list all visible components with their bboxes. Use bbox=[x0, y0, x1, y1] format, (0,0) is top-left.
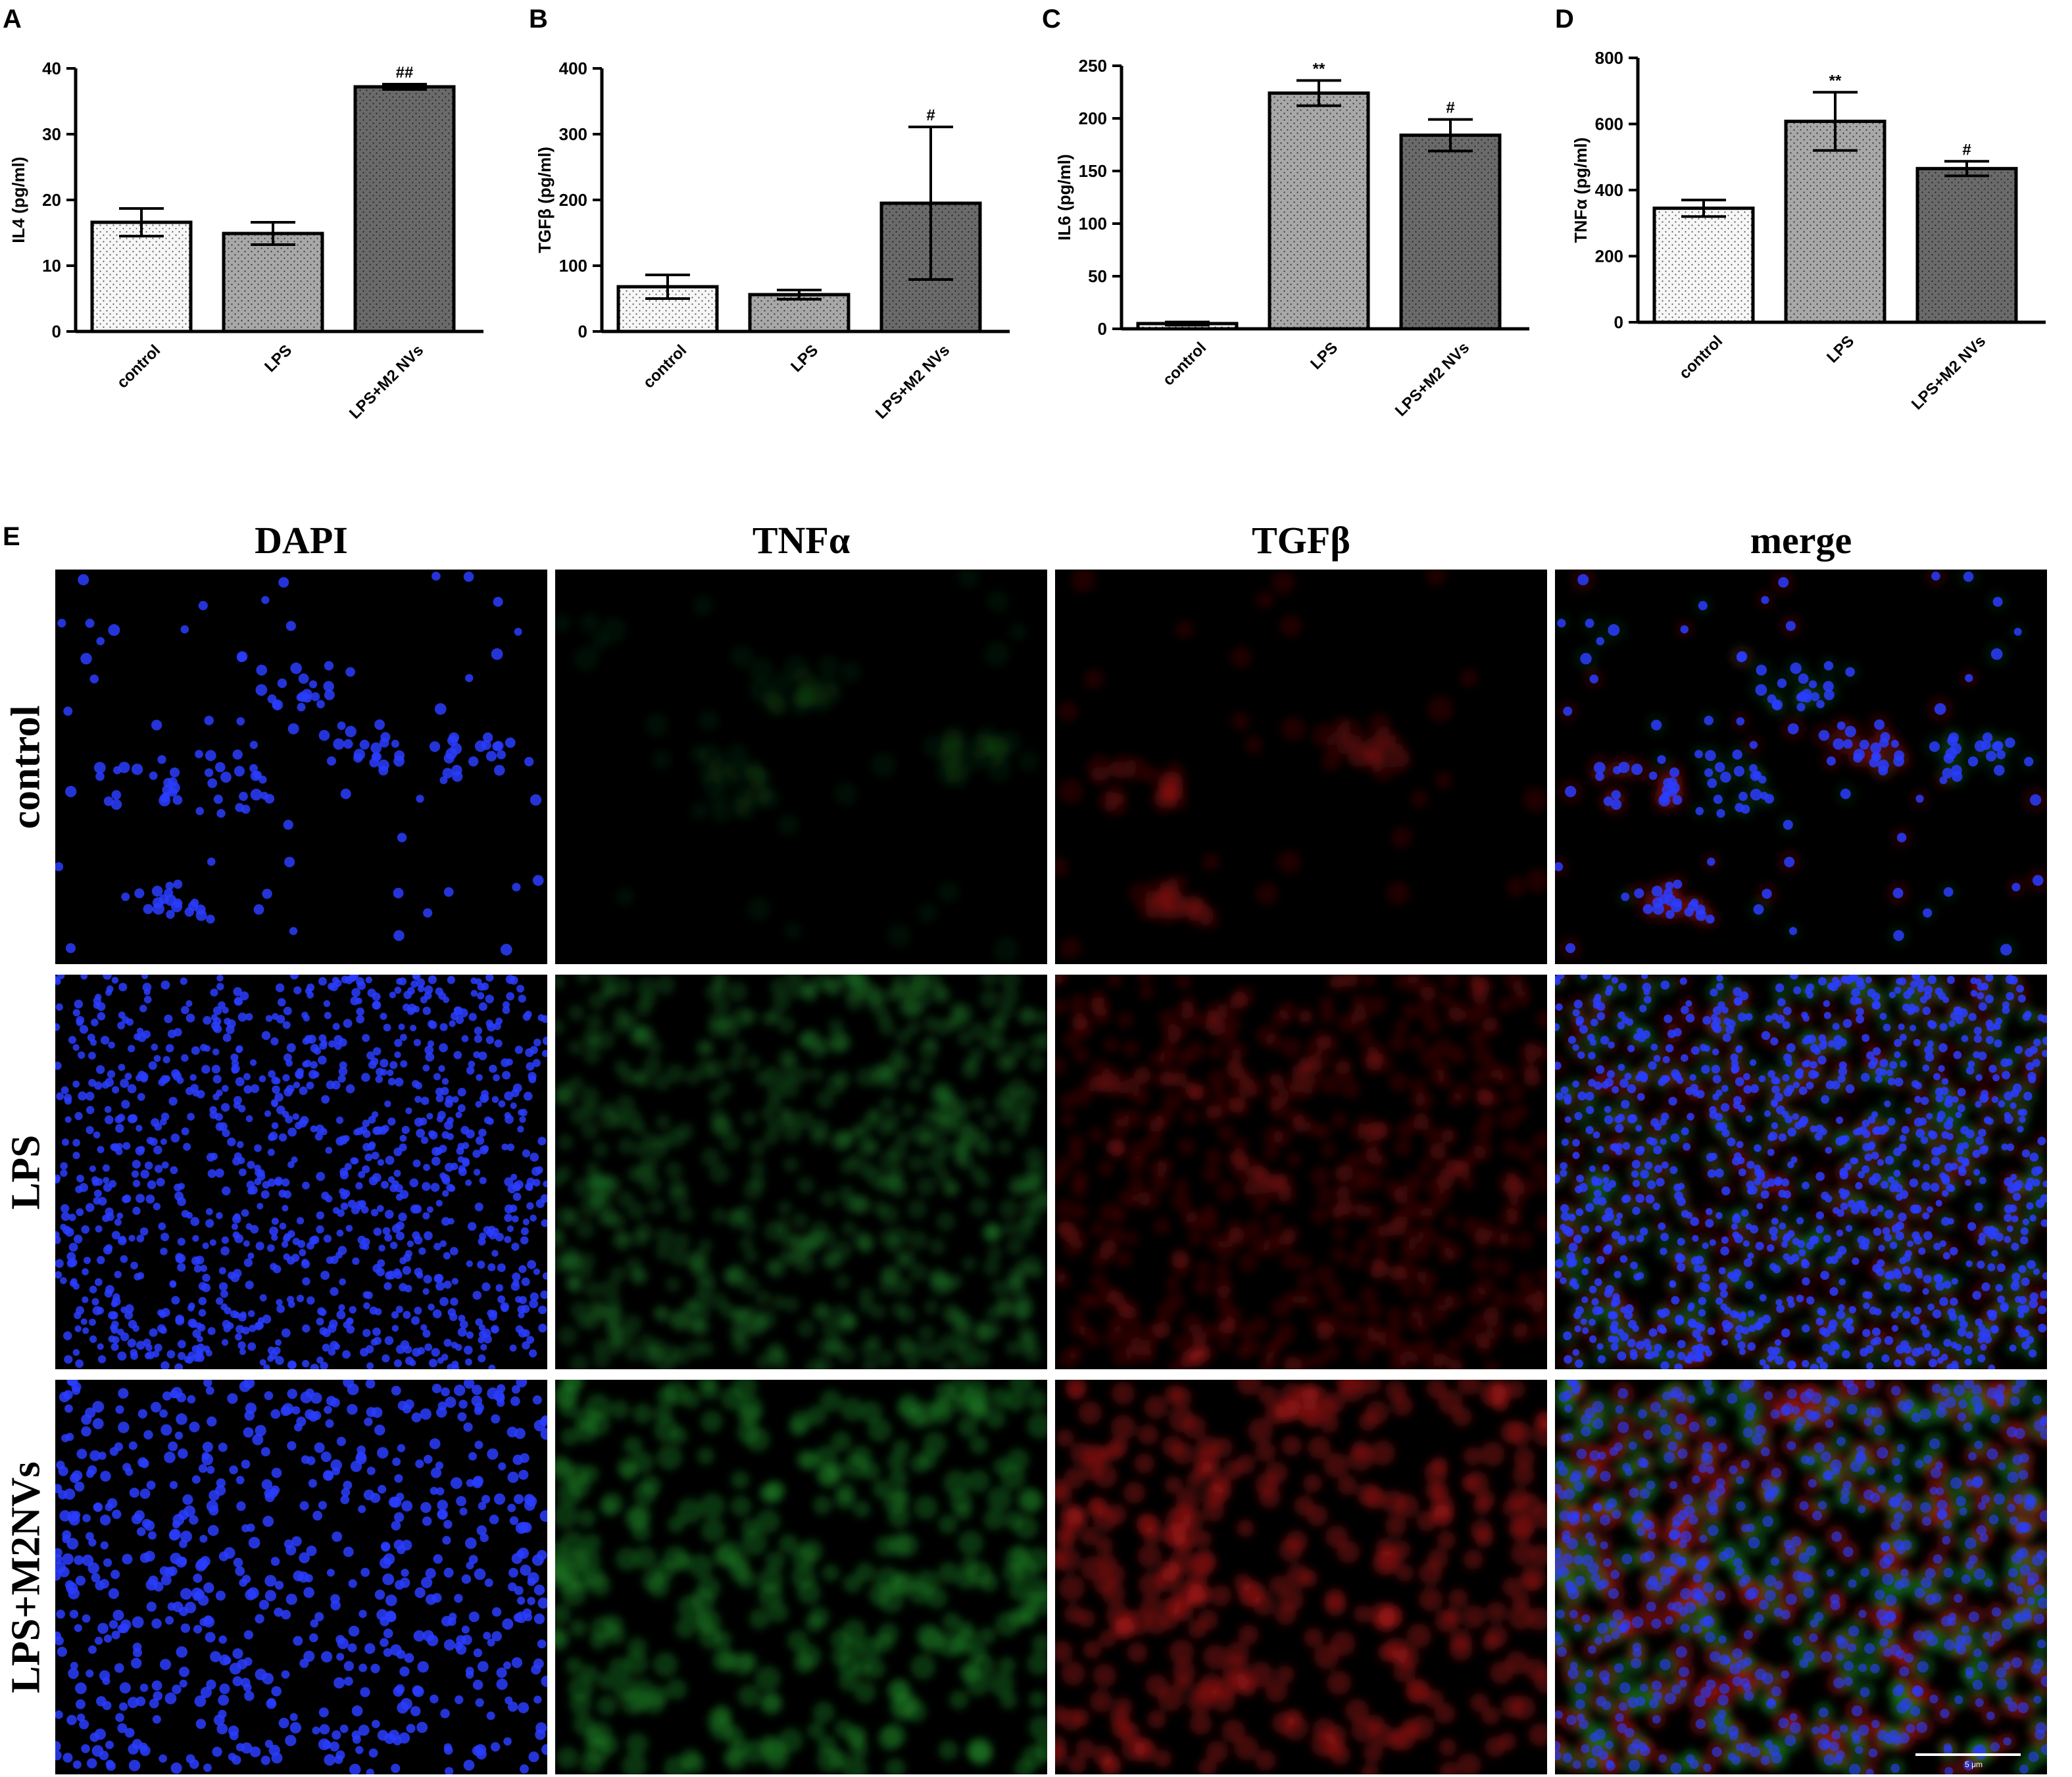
y-tick-label: 20 bbox=[42, 190, 61, 210]
y-tick-label: 400 bbox=[1595, 180, 1623, 200]
fluorescence-image bbox=[1055, 570, 1547, 960]
micrograph-control-tnfa bbox=[555, 570, 1047, 964]
significance-mark: ** bbox=[1829, 72, 1842, 89]
column-header-merge: merge bbox=[1750, 519, 1852, 562]
bar-lps bbox=[748, 293, 851, 333]
significance-mark: # bbox=[1962, 141, 1971, 158]
column-header-tgfb: TGFβ bbox=[1252, 519, 1350, 562]
significance-mark: ## bbox=[396, 64, 414, 82]
category-label: LPS bbox=[261, 341, 295, 376]
fluorescence-image bbox=[55, 572, 544, 956]
micrograph-lps-m2nvs-tgfb bbox=[1055, 1380, 1547, 1774]
bar-lps-m2-nvs bbox=[353, 85, 456, 333]
fluorescence-image bbox=[555, 975, 1047, 1369]
row-header-lps-m2nvs: LPS+M2NVs bbox=[3, 1461, 49, 1693]
panel-letter-d: D bbox=[1555, 5, 1574, 34]
micrograph-control-merge bbox=[1555, 570, 2047, 964]
y-tick-label: 300 bbox=[559, 124, 587, 144]
y-tick-label: 0 bbox=[1098, 319, 1107, 339]
significance-mark: # bbox=[1446, 99, 1454, 117]
panel-letter-e: E bbox=[3, 522, 20, 551]
fluorescence-image bbox=[55, 1380, 547, 1774]
immunofluorescence-panel: E DAPI TNFα TGFβ merge control LPS LPS+M… bbox=[0, 506, 2072, 1777]
category-label: control bbox=[114, 341, 164, 392]
y-tick-label: 200 bbox=[1079, 109, 1107, 128]
y-tick-label: 150 bbox=[1079, 161, 1107, 181]
y-axis-label: IL6 (pg/ml) bbox=[1054, 154, 1074, 240]
micrograph-control-dapi bbox=[55, 570, 547, 964]
panel-letter-b: B bbox=[529, 5, 548, 34]
micrograph-lps-m2nvs-dapi bbox=[55, 1380, 547, 1774]
category-label: LPS+M2 NVs bbox=[872, 341, 953, 422]
category-label: LPS+M2 NVs bbox=[346, 341, 427, 422]
fluorescence-image bbox=[1055, 1380, 1547, 1774]
fluorescence-image bbox=[555, 570, 1039, 963]
y-tick-label: 600 bbox=[1595, 114, 1623, 134]
column-header-dapi: DAPI bbox=[255, 519, 348, 562]
micrograph-control-tgfb bbox=[1055, 570, 1547, 964]
category-label: LPS bbox=[1823, 332, 1858, 366]
bar-lps bbox=[1784, 119, 1887, 324]
y-tick-label: 100 bbox=[1079, 214, 1107, 233]
fluorescence-image bbox=[1555, 1380, 2047, 1774]
category-label: LPS bbox=[1307, 339, 1341, 373]
row-header-control: control bbox=[3, 704, 49, 829]
panel-letter-a: A bbox=[3, 5, 22, 34]
micrograph-lps-m2nvs-merge: 5 μm bbox=[1555, 1380, 2047, 1774]
category-label: LPS bbox=[787, 341, 822, 376]
scale-bar bbox=[1915, 1753, 2021, 1756]
y-tick-label: 0 bbox=[1614, 312, 1623, 332]
micrograph-lps-m2nvs-tnfa bbox=[555, 1380, 1047, 1774]
chart-panel-c: C IL6 (pg/ml) 0 50 100 150 200 250 control ** LPS #… bbox=[1042, 5, 1529, 420]
fluorescence-image bbox=[1555, 975, 2047, 1369]
y-tick-label: 0 bbox=[52, 322, 61, 341]
y-tick-label: 800 bbox=[1595, 48, 1623, 68]
y-axis-label: TGFβ (pg/ml) bbox=[535, 147, 555, 253]
row-header-lps: LPS bbox=[3, 1134, 49, 1209]
y-tick-label: 40 bbox=[42, 59, 61, 78]
category-label: control bbox=[1160, 339, 1210, 389]
category-label: LPS+M2 NVs bbox=[1392, 339, 1473, 420]
y-axis-label: TNFα (pg/ml) bbox=[1571, 137, 1591, 243]
y-tick-label: 50 bbox=[1088, 266, 1107, 286]
chart-panel-d: D TNFα (pg/ml) 0 200 400 600 800 control ** LPS # L… bbox=[1555, 5, 2046, 413]
bar-lps bbox=[1268, 91, 1370, 331]
y-tick-label: 200 bbox=[559, 190, 587, 210]
significance-mark: # bbox=[926, 107, 935, 124]
scale-bar-label: 5 μm bbox=[1965, 1760, 1983, 1769]
bar-lps bbox=[222, 231, 324, 333]
y-tick-label: 0 bbox=[578, 322, 587, 341]
y-tick-label: 250 bbox=[1079, 56, 1107, 76]
bar-lps-m2-nvs bbox=[1399, 134, 1502, 331]
micrograph-lps-tgfb bbox=[1055, 975, 1547, 1369]
chart-panel-a: A IL4 (pg/ml) 0 10 20 30 40 control LPS ## LPS+M2 … bbox=[3, 5, 483, 422]
panel-letter-c: C bbox=[1042, 5, 1061, 34]
fluorescence-image bbox=[555, 1380, 1047, 1774]
bar-control bbox=[1652, 207, 1755, 324]
bar-control bbox=[90, 220, 193, 333]
y-tick-label: 10 bbox=[42, 256, 61, 276]
category-label: control bbox=[1676, 332, 1727, 383]
chart-panel-b: B TGFβ (pg/ml) 0 100 200 300 400 control LPS # LPS… bbox=[529, 5, 1010, 422]
micrograph-lps-tnfa bbox=[555, 975, 1047, 1369]
micrograph-lps-dapi bbox=[55, 975, 547, 1369]
micrograph-lps-merge bbox=[1555, 975, 2047, 1369]
category-label: LPS+M2 NVs bbox=[1908, 332, 1989, 413]
fluorescence-image bbox=[1055, 975, 1547, 1369]
category-label: control bbox=[640, 341, 691, 392]
y-tick-label: 30 bbox=[42, 124, 61, 144]
bar-lps-m2-nvs bbox=[1915, 166, 2018, 324]
fluorescence-image bbox=[1555, 570, 2047, 963]
y-tick-label: 200 bbox=[1595, 247, 1623, 266]
y-tick-label: 400 bbox=[559, 59, 587, 78]
significance-mark: ** bbox=[1313, 60, 1325, 78]
y-tick-label: 100 bbox=[559, 256, 587, 276]
fluorescence-image bbox=[55, 975, 547, 1369]
y-axis-label: IL4 (pg/ml) bbox=[9, 157, 28, 243]
column-header-tnfa: TNFα bbox=[752, 519, 851, 562]
